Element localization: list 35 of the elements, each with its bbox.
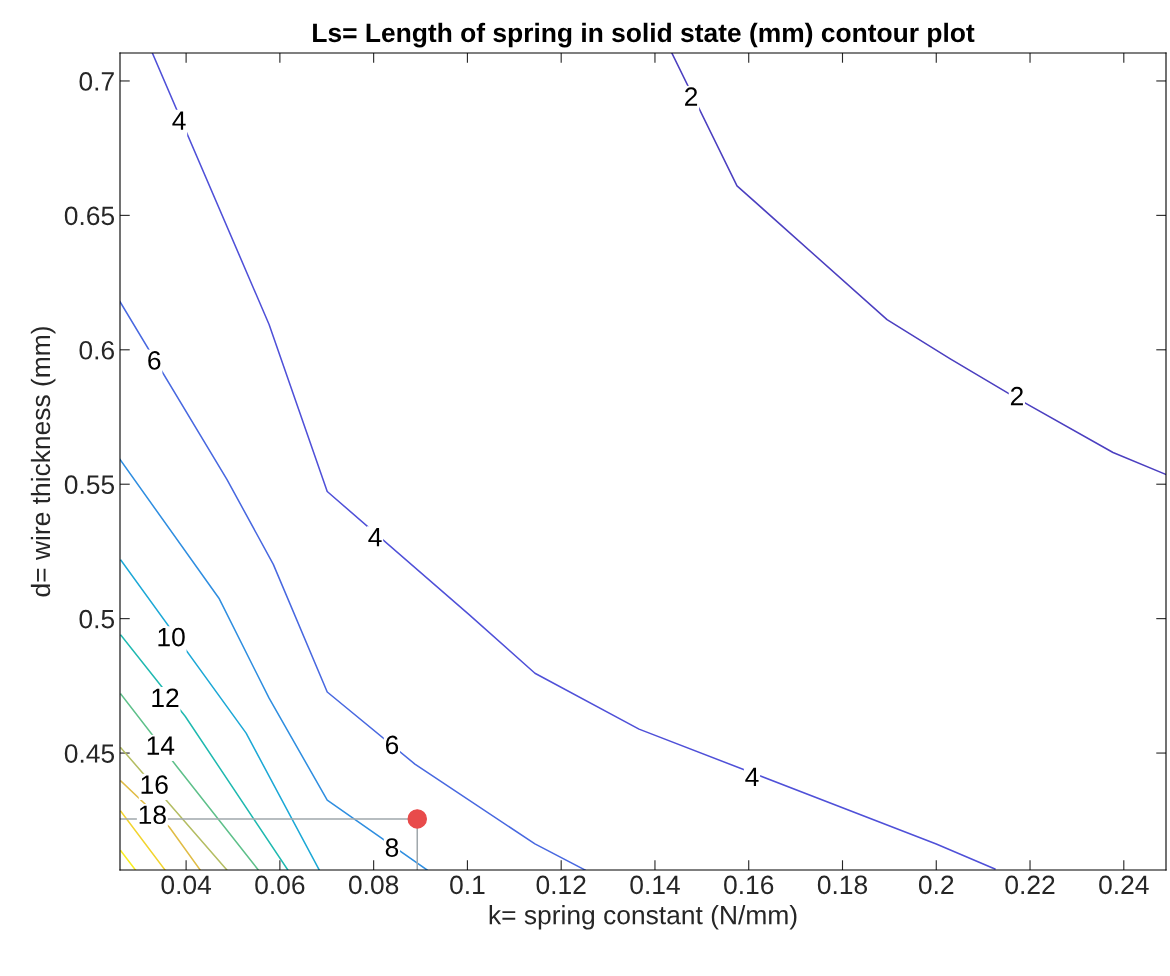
x-axis-title: k= spring constant (N/mm) [489, 905, 797, 930]
y-tick-label: 0.6 [79, 340, 114, 360]
y-tick-label: 0.45 [64, 744, 115, 763]
x-tick-label: 0.16 [724, 875, 774, 895]
x-tick-label: 0.04 [161, 875, 212, 895]
annotation: 2 [685, 87, 698, 106]
y-tick-label: 0.65 [64, 206, 115, 226]
annotation: 18 [139, 805, 166, 825]
annotation: 6 [148, 351, 161, 370]
x-tick-label: 0.2 [918, 875, 954, 895]
annotation: 10 [158, 627, 185, 647]
x-tick-label: 0.18 [817, 875, 868, 895]
y-tick-label: 0.55 [64, 475, 115, 495]
y-tick-label: 0.5 [79, 609, 115, 629]
x-tick-label: 0.1 [450, 875, 485, 895]
y-tick-label: 0.7 [79, 72, 114, 91]
annotation: 4 [745, 767, 759, 786]
y-axis-title: d= wire thickness (mm) [30, 327, 56, 597]
annotation: 4 [172, 111, 186, 130]
line-series [120, 300, 586, 870]
annotation: 8 [385, 838, 399, 857]
annotation: 14 [147, 736, 175, 755]
x-tick-label: 0.24 [1099, 875, 1149, 895]
x-tick-label: 0.06 [255, 875, 305, 895]
chart-title: Ls= Length of spring in solid state (mm) contour plot [313, 22, 975, 48]
annotation: 6 [385, 735, 399, 755]
line-series [671, 53, 1166, 476]
annotation: 12 [152, 688, 179, 707]
annotation: 16 [141, 775, 168, 795]
x-tick-label: 0.08 [349, 875, 399, 895]
x-tick-label: 0.22 [1005, 875, 1055, 895]
x-tick-label: 0.14 [630, 875, 680, 895]
x-tick-label: 0.12 [536, 875, 586, 895]
line-series [120, 458, 428, 870]
annotation: 4 [368, 528, 382, 547]
